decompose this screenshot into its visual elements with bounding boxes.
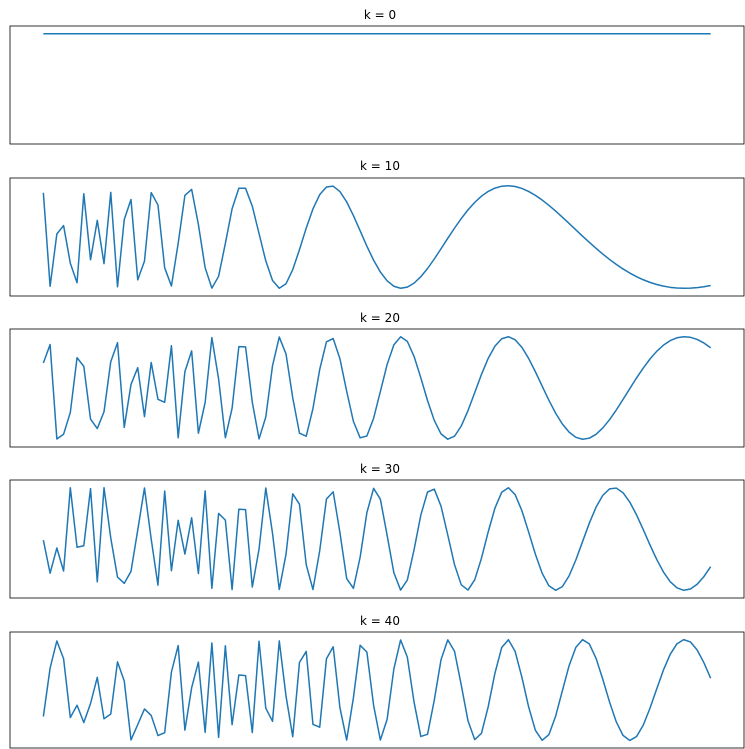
subplot-title: k = 0 [364,8,396,22]
series-line [42,638,712,742]
subplot-title: k = 20 [360,311,400,325]
series-line [42,335,712,441]
subplot-title: k = 10 [360,159,400,173]
subplot-title: k = 30 [360,462,400,476]
series-line [42,486,712,592]
subplot-k0: k = 0 [9,8,745,145]
subplot-k30: k = 30 [9,462,745,599]
subplot-k40: k = 40 [9,614,745,749]
subplot-title: k = 40 [360,614,400,628]
axes-frame [9,328,745,448]
subplot-k20: k = 20 [9,311,745,448]
subplot-k10: k = 10 [9,159,745,297]
axes-frame [9,479,745,599]
axes-frame [9,177,745,297]
axes-frame [9,25,745,145]
axes-frame [9,631,745,749]
series-line [42,184,711,290]
